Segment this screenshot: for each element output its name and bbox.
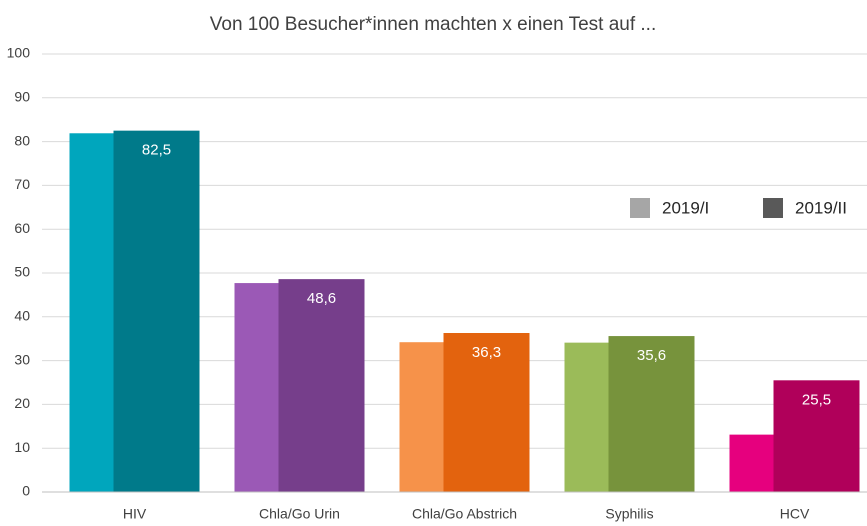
- data-label: 35,6: [637, 347, 666, 364]
- y-tick-label: 100: [7, 45, 31, 61]
- y-tick-label: 10: [14, 439, 30, 455]
- legend-label: 2019/I: [662, 198, 709, 217]
- y-tick-label: 0: [22, 483, 30, 499]
- y-tick-label: 20: [14, 395, 30, 411]
- data-label: 82,5: [142, 142, 171, 159]
- x-tick-label: Chla/Go Urin: [259, 506, 340, 522]
- x-tick-label: HCV: [780, 506, 810, 522]
- data-label: 48,6: [307, 290, 336, 307]
- bar: [608, 336, 695, 492]
- y-tick-label: 40: [14, 308, 30, 324]
- y-tick-label: 30: [14, 351, 30, 367]
- y-tick-label: 70: [14, 176, 30, 192]
- y-tick-label: 50: [14, 264, 30, 280]
- y-tick-label: 60: [14, 220, 30, 236]
- bar: [113, 130, 200, 492]
- legend-label: 2019/II: [795, 198, 847, 217]
- x-tick-label: HIV: [123, 506, 147, 522]
- legend-swatch: [763, 198, 783, 218]
- bar: [443, 333, 530, 492]
- y-tick-label: 80: [14, 132, 30, 148]
- bar: [278, 279, 365, 492]
- y-tick-label: 90: [14, 89, 30, 105]
- data-label: 36,3: [472, 344, 501, 361]
- data-label: 25,5: [802, 391, 831, 408]
- legend-swatch: [630, 198, 650, 218]
- bar: [773, 380, 860, 492]
- x-tick-label: Chla/Go Abstrich: [412, 506, 517, 522]
- x-tick-label: Syphilis: [605, 506, 653, 522]
- chart-title: Von 100 Besucher*innen machten x einen T…: [210, 14, 656, 35]
